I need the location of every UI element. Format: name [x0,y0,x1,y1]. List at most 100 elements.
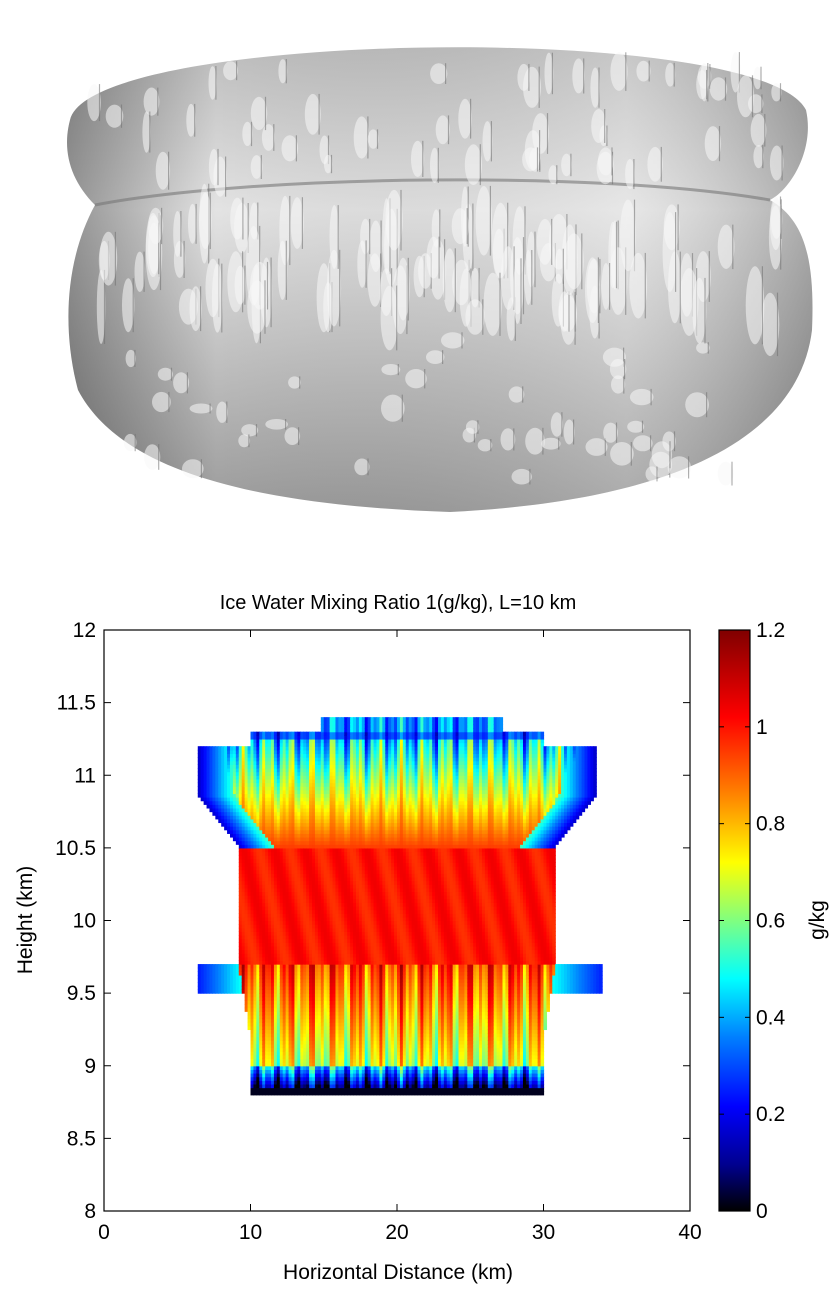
heatmap-cell [262,898,266,903]
heatmap-cell [306,746,310,751]
surface-ridge [405,369,427,389]
heatmap-cell [282,960,287,965]
heatmap-cell [221,967,225,972]
heatmap-cell [323,789,328,794]
heatmap-cell [294,786,298,791]
heatmap-cell [279,913,284,918]
surface-ridge [500,428,516,451]
heatmap-cell [279,764,284,769]
heatmap-cell [314,982,319,987]
heatmap-cell [212,982,216,987]
heatmap-cell [271,1000,275,1005]
heatmap-cell [320,1087,325,1092]
surface-ridge [238,434,251,448]
heatmap-cell [317,1036,322,1041]
heatmap-cell [294,1040,298,1045]
heatmap-cell [312,916,316,922]
heatmap-cell [300,1004,304,1009]
heatmap-cell [312,1076,316,1081]
heatmap-cell [253,826,257,831]
heatmap-cell [265,898,269,903]
heatmap-cell [300,866,304,871]
heatmap-cell [306,1051,310,1056]
heatmap-cell [203,749,208,755]
heatmap-cell [279,778,284,784]
heatmap-cell [320,916,325,922]
heatmap-cell [262,1058,266,1063]
heatmap-cell [265,880,269,885]
heatmap-cell [320,905,325,911]
heatmap-cell [253,815,257,820]
heatmap-cell [247,960,252,965]
surface-ridge [143,87,160,116]
heatmap-cell [259,738,263,744]
heatmap-cell [294,764,298,769]
heatmap-cell [300,811,304,816]
heatmap-cell [268,880,272,885]
heatmap-cell [279,949,284,954]
heatmap-cell [314,978,319,983]
heatmap-cell [312,836,316,842]
heatmap-cell [241,775,246,780]
heatmap-cell [300,1062,304,1067]
heatmap-cell [303,829,307,834]
heatmap-cell [317,731,322,736]
heatmap-cell [247,866,252,871]
heatmap-cell [197,793,202,798]
heatmap-cell [197,971,202,976]
heatmap-cell [247,1004,252,1009]
heatmap-cell [297,782,301,787]
heatmap-cell [294,913,298,918]
heatmap-cell [320,895,325,900]
heatmap-cell [253,1007,257,1012]
heatmap-cell [247,974,252,980]
heatmap-cell [297,895,301,900]
heatmap-cell [262,1025,266,1031]
heatmap-cell [271,884,275,889]
heatmap-cell [271,1018,275,1023]
heatmap-cell [294,898,298,903]
heatmap-cell [250,884,255,889]
heatmap-cell [276,964,281,969]
heatmap-cell [273,1076,278,1081]
heatmap-cell [218,815,222,820]
heatmap-cell [297,967,301,972]
heatmap-cell [314,1022,319,1027]
surface-ridge [696,70,708,100]
heatmap-cell [303,815,307,820]
heatmap-cell [247,953,252,958]
heatmap-cell [224,767,228,773]
heatmap-cell [247,898,252,903]
heatmap-cell [238,887,243,893]
heatmap-cell [285,1036,290,1041]
heatmap-cell [294,829,298,834]
heatmap-cell [300,1000,304,1005]
heatmap-cell [259,1018,263,1023]
heatmap-cell [212,804,216,809]
surface-ridge [769,145,784,181]
heatmap-cell [285,964,290,969]
heatmap-cell [294,949,298,954]
heatmap-cell [276,938,281,943]
heatmap-cell [323,1040,328,1045]
heatmap-cell [294,916,298,922]
heatmap-cell [297,866,301,871]
heatmap-cell [314,771,319,776]
heatmap-cell [306,942,310,947]
heatmap-cell [241,797,246,802]
heatmap-cell [317,742,322,747]
heatmap-cell [224,974,228,980]
heatmap-cell [291,1014,296,1020]
heatmap-cell [291,1029,296,1034]
heatmap-cell [273,746,278,751]
heatmap-cell [288,1033,293,1038]
heatmap-cell [285,942,290,947]
heatmap-cell [303,1004,307,1009]
heatmap-cell [314,905,319,911]
heatmap-cell [306,905,310,911]
surface-ridge [122,278,135,333]
heatmap-cell [309,1007,313,1012]
heatmap-cell [241,760,246,765]
heatmap-cell [294,964,298,969]
heatmap-cell [262,916,266,922]
